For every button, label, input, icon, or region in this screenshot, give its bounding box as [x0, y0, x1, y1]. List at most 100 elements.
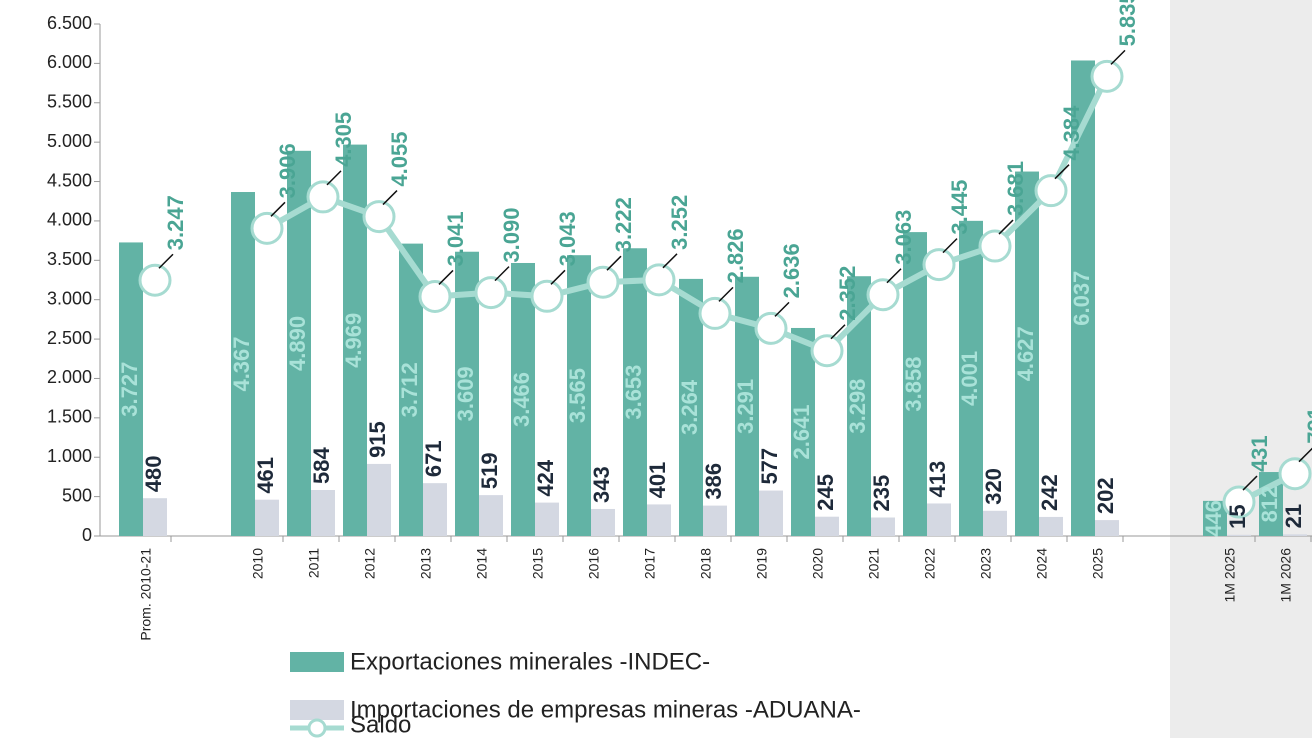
legend-label: Importaciones de empresas mineras -ADUAN…	[350, 696, 861, 723]
data-label: 424	[533, 459, 558, 496]
data-label: 3.252	[667, 195, 692, 250]
leader-line	[1110, 49, 1126, 65]
x-tick-label: 2011	[306, 548, 322, 578]
data-label: 4.627	[1013, 326, 1038, 381]
bar	[679, 278, 703, 536]
x-tick-label: 2020	[810, 548, 826, 579]
data-label: 3.063	[891, 210, 916, 265]
bar	[927, 503, 951, 536]
line-marker	[418, 279, 452, 313]
data-label: 15	[1225, 504, 1250, 528]
data-label: 343	[589, 466, 614, 503]
x-tick-label: 1M 2025	[1222, 548, 1238, 603]
y-tick-label: 500	[62, 485, 92, 505]
line-marker	[698, 296, 732, 330]
x-tick-label: 2017	[642, 548, 658, 579]
data-label: 584	[309, 447, 334, 484]
bar	[591, 508, 615, 536]
data-label: 3.565	[565, 368, 590, 423]
data-label: 431	[1247, 435, 1272, 472]
leader-line	[494, 266, 510, 282]
data-label: 812	[1257, 486, 1282, 523]
data-label: 3.090	[499, 208, 524, 263]
data-label: 577	[757, 448, 782, 485]
line-marker	[978, 229, 1012, 263]
data-label: 3.466	[509, 372, 534, 427]
leader-line	[1242, 475, 1258, 491]
bar	[1095, 520, 1119, 536]
data-label: 401	[645, 462, 670, 499]
data-label: 202	[1093, 477, 1118, 514]
bar	[535, 502, 559, 536]
y-tick-label: 3.500	[47, 249, 92, 269]
y-tick-label: 5.000	[47, 131, 92, 151]
data-label: 3.298	[845, 379, 870, 434]
data-label: 480	[141, 455, 166, 492]
leader-line	[438, 269, 454, 285]
line-marker	[586, 265, 620, 299]
data-label: 3.291	[733, 379, 758, 434]
bar	[1015, 171, 1039, 536]
data-label: 386	[701, 463, 726, 500]
bar	[959, 220, 983, 537]
data-label: 3.609	[453, 366, 478, 421]
leader-line	[886, 268, 902, 284]
line-marker	[642, 263, 676, 297]
y-tick-label: 2.500	[47, 328, 92, 348]
y-tick-label: 3.000	[47, 288, 92, 308]
bar	[143, 498, 167, 536]
bar	[791, 327, 815, 536]
bar	[399, 243, 423, 536]
line-marker	[866, 278, 900, 312]
y-tick-label: 1.500	[47, 407, 92, 427]
bar	[871, 517, 895, 536]
bar	[759, 490, 783, 536]
bar	[1039, 516, 1063, 536]
leader-line	[942, 238, 958, 254]
data-label: 4.969	[341, 313, 366, 368]
line-marker	[810, 334, 844, 368]
x-tick-label: 2022	[922, 548, 938, 579]
y-tick-label: 6.000	[47, 52, 92, 72]
line-marker	[530, 279, 564, 313]
data-label: 4.001	[957, 351, 982, 406]
data-label: 5.835	[1115, 0, 1140, 46]
data-label: 446	[1201, 500, 1226, 537]
leader-line	[606, 255, 622, 271]
leader-line	[1054, 164, 1070, 180]
leader-line	[718, 286, 734, 302]
y-tick-label: 0	[82, 525, 92, 545]
leader-line	[662, 253, 678, 269]
data-label: 4.384	[1059, 105, 1084, 161]
x-tick-label: 2015	[530, 548, 546, 579]
x-tick-label: 1M 2026	[1278, 548, 1294, 603]
y-tick-label: 5.500	[47, 92, 92, 112]
bar	[983, 510, 1007, 536]
data-label: 3.445	[947, 180, 972, 235]
data-label: 413	[925, 461, 950, 498]
y-tick-label: 4.000	[47, 210, 92, 230]
x-tick-label: 2025	[1090, 548, 1106, 579]
x-tick-label: Prom. 2010-21	[138, 548, 154, 641]
line-marker	[250, 211, 284, 245]
line-marker	[1278, 457, 1312, 491]
leader-line	[998, 219, 1014, 235]
line-marker	[922, 248, 956, 282]
data-label: 2.352	[835, 266, 860, 321]
bar	[567, 255, 591, 537]
bar	[703, 505, 727, 536]
data-label: 4.305	[331, 112, 356, 167]
data-label: 461	[253, 457, 278, 494]
legend-swatch	[290, 652, 344, 672]
y-tick-label: 1.000	[47, 446, 92, 466]
legend-swatch	[290, 700, 344, 720]
legend-label: Saldo	[350, 711, 411, 738]
data-label: 4.055	[387, 132, 412, 187]
leader-line	[270, 201, 286, 217]
data-label: 21	[1281, 504, 1306, 528]
bar	[455, 251, 479, 536]
data-label: 235	[869, 475, 894, 512]
bar	[647, 504, 671, 536]
line-marker	[138, 263, 172, 297]
